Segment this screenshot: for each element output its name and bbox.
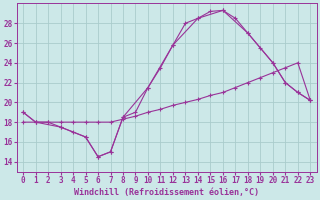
X-axis label: Windchill (Refroidissement éolien,°C): Windchill (Refroidissement éolien,°C) xyxy=(74,188,259,197)
